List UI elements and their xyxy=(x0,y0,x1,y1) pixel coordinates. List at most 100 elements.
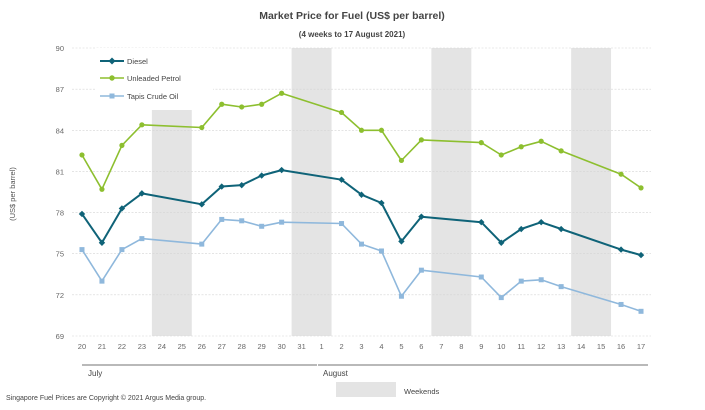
chart-title: Market Price for Fuel (US$ per barrel) xyxy=(259,10,445,22)
x-tick-label: 29 xyxy=(258,342,266,351)
data-point xyxy=(119,247,125,253)
data-point xyxy=(279,219,285,225)
data-point xyxy=(279,90,285,96)
data-point xyxy=(259,101,265,107)
data-point xyxy=(358,127,365,133)
data-point xyxy=(558,148,564,154)
data-point xyxy=(339,221,345,227)
legend-item-unleaded-petrol: Unleaded Petrol xyxy=(100,74,181,83)
data-point xyxy=(418,267,424,273)
x-tick-label: 1 xyxy=(319,342,323,351)
data-point xyxy=(119,142,125,148)
data-point xyxy=(219,216,225,222)
legend-item-diesel: Diesel xyxy=(100,57,148,66)
data-point xyxy=(518,278,524,284)
x-tick-label: 20 xyxy=(78,342,86,351)
data-point xyxy=(338,176,345,183)
data-point xyxy=(498,239,505,246)
y-tick-label: 78 xyxy=(56,209,64,218)
data-point xyxy=(398,293,404,299)
x-tick-label: 16 xyxy=(617,342,625,351)
legend-item-tapis-crude-oil: Tapis Crude Oil xyxy=(100,92,179,101)
data-point xyxy=(199,241,205,247)
x-tick-label: 27 xyxy=(218,342,226,351)
data-point xyxy=(398,157,405,164)
data-point xyxy=(358,191,365,198)
data-point xyxy=(98,239,106,246)
data-point xyxy=(478,140,484,146)
legend: Diesel Unleaded Petrol Tapis Crude Oil xyxy=(95,48,213,110)
x-tick-label: 26 xyxy=(198,342,206,351)
data-point xyxy=(537,218,545,226)
x-tick-label: 28 xyxy=(238,342,246,351)
data-point xyxy=(638,185,644,191)
x-tick-label: 21 xyxy=(98,342,106,351)
weekend-band xyxy=(291,48,332,336)
y-tick-label: 75 xyxy=(56,250,64,259)
data-point xyxy=(359,241,364,247)
data-point xyxy=(99,186,105,192)
x-tick-label: 3 xyxy=(359,342,363,351)
y-tick-label: 87 xyxy=(56,85,64,94)
chart-subtitle: (4 weeks to 17 August 2021) xyxy=(299,30,406,39)
month-label-august: August xyxy=(323,369,349,378)
x-tick-label: 30 xyxy=(277,342,285,351)
data-point xyxy=(518,225,525,233)
x-tick-label: 12 xyxy=(537,342,545,351)
data-point xyxy=(498,152,504,158)
y-axis-label: (US$ per barrel) xyxy=(8,167,17,221)
month-label-july: July xyxy=(88,369,102,378)
data-point xyxy=(259,223,265,229)
x-tick-label: 17 xyxy=(637,342,645,351)
legend-label-diesel: Diesel xyxy=(127,57,148,66)
data-point xyxy=(139,122,145,128)
x-tick-label: 24 xyxy=(158,342,166,351)
x-tick-label: 7 xyxy=(439,342,443,351)
data-point xyxy=(518,144,524,150)
data-point xyxy=(139,236,145,242)
x-tick-label: 25 xyxy=(178,342,186,351)
data-point xyxy=(478,274,484,280)
x-tick-label: 13 xyxy=(557,342,565,351)
data-point xyxy=(338,109,345,116)
y-tick-label: 72 xyxy=(56,291,64,300)
data-point xyxy=(238,181,245,189)
data-point xyxy=(378,199,385,207)
x-tick-label: 4 xyxy=(379,342,383,351)
data-point xyxy=(99,278,105,284)
x-tick-label: 11 xyxy=(517,342,525,351)
data-point xyxy=(198,201,205,208)
x-tick-label: 31 xyxy=(297,342,305,351)
data-point xyxy=(219,101,225,107)
x-tick-label: 10 xyxy=(497,342,505,351)
x-tick-label: 23 xyxy=(138,342,146,351)
data-point xyxy=(78,210,86,218)
data-point xyxy=(498,295,504,301)
data-point xyxy=(398,238,405,245)
y-tick-label: 69 xyxy=(56,332,64,341)
y-tick-label: 84 xyxy=(56,126,64,135)
data-point xyxy=(79,247,85,253)
data-point xyxy=(538,277,544,283)
data-point xyxy=(199,124,205,131)
data-point xyxy=(378,248,384,254)
y-tick-label: 90 xyxy=(56,44,64,53)
weekend-band xyxy=(431,48,472,336)
data-point xyxy=(618,171,624,177)
data-point xyxy=(618,301,624,307)
data-point xyxy=(418,213,425,220)
weekends-swatch xyxy=(336,382,396,397)
legend-label-tapis-crude-oil: Tapis Crude Oil xyxy=(127,92,179,101)
data-point xyxy=(557,225,565,233)
weekends-label: Weekends xyxy=(404,387,440,396)
data-point xyxy=(239,218,245,224)
data-point xyxy=(378,127,385,133)
data-point xyxy=(418,137,424,143)
data-point xyxy=(239,104,245,110)
x-tick-label: 22 xyxy=(118,342,126,351)
data-point xyxy=(278,166,285,174)
data-point xyxy=(478,218,485,226)
x-tick-label: 8 xyxy=(459,342,463,351)
data-point xyxy=(617,246,625,253)
